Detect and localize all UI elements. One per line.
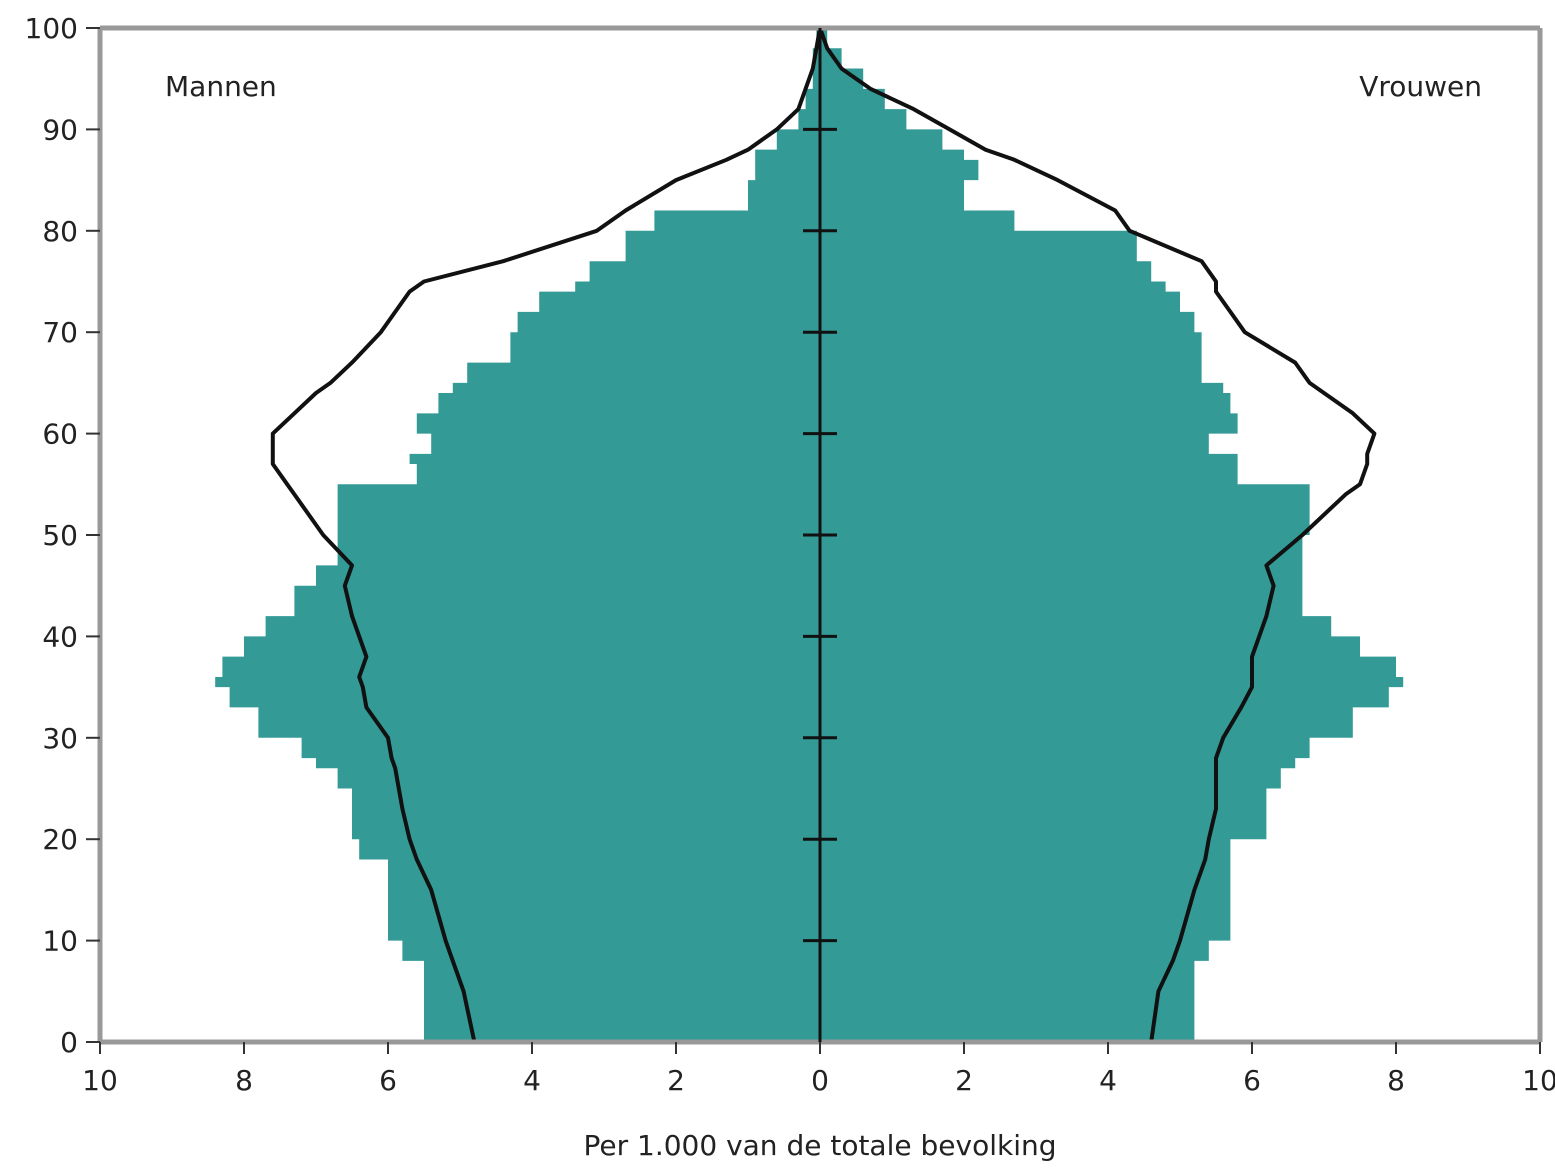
y-tick-label: 100 <box>25 12 78 45</box>
x-tick-label: 6 <box>1243 1064 1261 1097</box>
x-tick-label: 2 <box>955 1064 973 1097</box>
x-tick-label: 2 <box>667 1064 685 1097</box>
y-tick-label: 30 <box>42 722 78 755</box>
x-tick-label: 4 <box>523 1064 541 1097</box>
labels-layer: Mannen Vrouwen Per 1.000 van de totale b… <box>165 70 1482 1162</box>
x-tick-label: 10 <box>82 1064 118 1097</box>
y-tick-label: 80 <box>42 215 78 248</box>
vrouwen-fill-area <box>820 28 1404 1042</box>
x-tick-label: 8 <box>1387 1064 1405 1097</box>
x-tick-label: 10 <box>1522 1064 1555 1097</box>
x-tick-label: 0 <box>811 1064 829 1097</box>
line-layer <box>270 27 1377 1043</box>
x-tick-label: 6 <box>379 1064 397 1097</box>
fill-layer <box>215 28 1404 1042</box>
y-tick-label: 0 <box>60 1026 78 1059</box>
vrouwen-line <box>818 27 1377 1043</box>
right-group-label: Vrouwen <box>1359 70 1482 103</box>
x-tick-label: 8 <box>235 1064 253 1097</box>
y-tick-label: 40 <box>42 620 78 653</box>
mannen-fill-area <box>215 28 820 1042</box>
y-tick-label: 50 <box>42 519 78 552</box>
y-tick-label: 10 <box>42 925 78 958</box>
x-axis-label: Per 1.000 van de totale bevolking <box>583 1129 1056 1162</box>
y-tick-label: 60 <box>42 418 78 451</box>
mannen-line <box>270 27 822 1043</box>
y-tick-label: 20 <box>42 823 78 856</box>
left-group-label: Mannen <box>165 70 277 103</box>
y-tick-label: 90 <box>42 113 78 146</box>
y-tick-label: 70 <box>42 316 78 349</box>
x-tick-label: 4 <box>1099 1064 1117 1097</box>
